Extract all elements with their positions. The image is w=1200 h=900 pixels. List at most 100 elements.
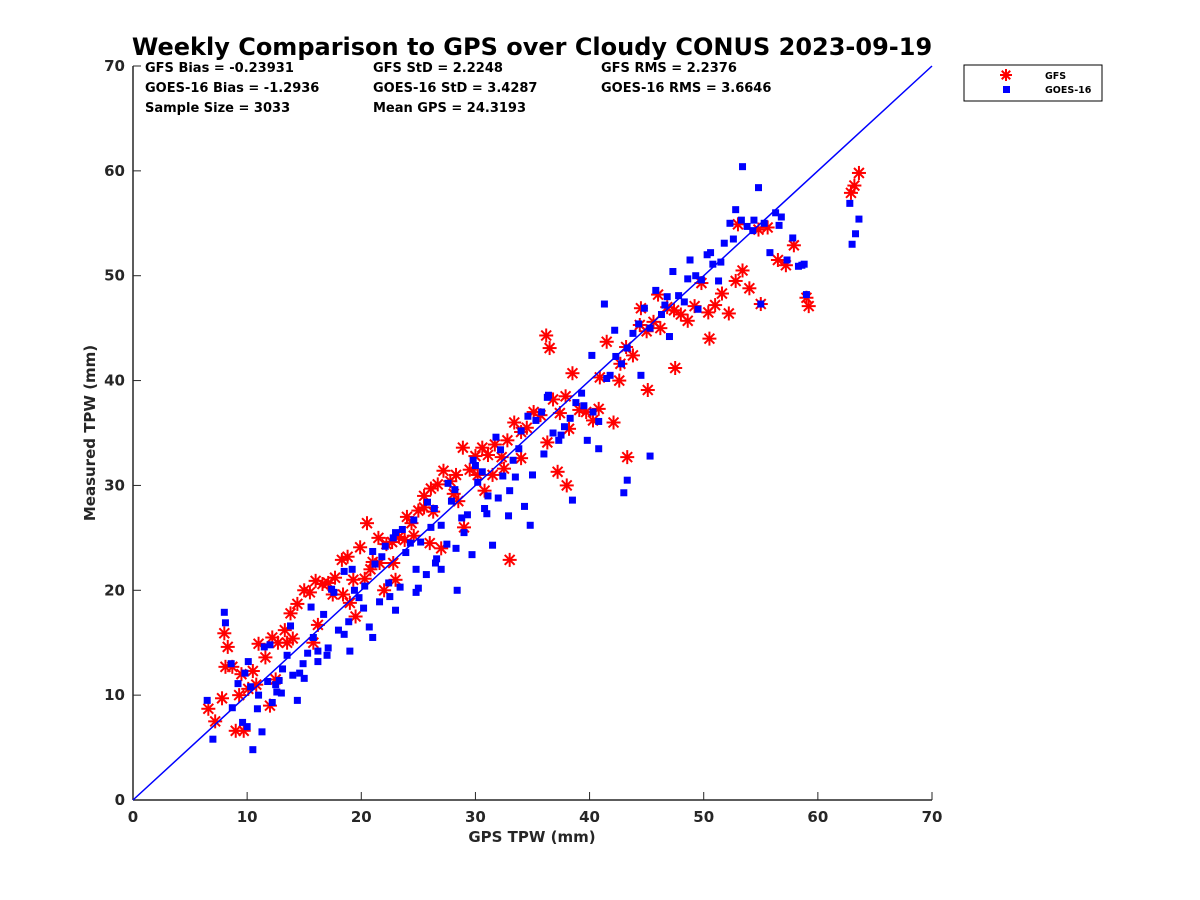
goes-16-point <box>669 268 677 276</box>
goes-16-point <box>540 450 548 458</box>
stat-goes-bias: GOES-16 Bias = -1.2936 <box>145 81 319 96</box>
stat-goes-rms: GOES-16 RMS = 3.6646 <box>601 81 771 96</box>
goes-16-point <box>684 275 692 283</box>
goes-16-point <box>526 521 534 529</box>
goes-16-point <box>396 583 404 591</box>
goes-16-point <box>249 746 257 754</box>
gfs-point <box>702 331 717 346</box>
goes-16-point <box>279 665 287 673</box>
goes-16-point <box>307 603 315 611</box>
gfs-point <box>215 691 230 706</box>
gfs-point <box>371 530 386 545</box>
goes-16-point <box>729 235 737 243</box>
goes-16-point <box>340 630 348 638</box>
gfs-point <box>708 298 723 313</box>
goes-16-point <box>595 445 603 453</box>
goes-16-point <box>757 300 765 308</box>
gfs-point <box>714 286 729 301</box>
goes-16-point <box>511 473 519 481</box>
goes-16-point <box>346 647 354 655</box>
stat-gfs-bias: GFS Bias = -0.23931 <box>145 61 294 76</box>
gfs-point <box>399 509 414 524</box>
goes-16-point <box>463 511 471 519</box>
goes-16-point <box>521 502 529 510</box>
y-axis-label: Measured TPW (mm) <box>81 345 99 521</box>
goes-16-point <box>277 689 285 697</box>
goes-16-point <box>469 456 477 464</box>
gfs-point <box>220 639 235 654</box>
goes-16-point <box>406 539 414 547</box>
gfs-point <box>668 360 683 375</box>
gfs-point <box>542 341 557 356</box>
one-to-one-line <box>132 65 933 801</box>
goes-16-point <box>544 391 552 399</box>
goes-16-point <box>447 497 455 505</box>
goes-16-point <box>423 498 431 506</box>
goes-16-point <box>266 641 274 649</box>
goes-16-point <box>629 329 637 337</box>
gfs-point <box>328 570 343 585</box>
goes-16-point <box>802 291 810 299</box>
goes-16-point <box>430 504 438 512</box>
goes-16-point <box>392 606 400 614</box>
goes-16-point <box>635 320 643 328</box>
goes-16-point <box>264 678 272 686</box>
goes-16-point <box>694 305 702 313</box>
goes-16-point <box>287 622 295 630</box>
gfs-point <box>480 448 495 463</box>
gfs-point <box>477 483 492 498</box>
goes-16-point <box>247 683 255 691</box>
chart-title: Weekly Comparison to GPS over Cloudy CON… <box>132 33 932 61</box>
goes-16-point <box>580 402 588 410</box>
goes-16-point <box>566 414 574 422</box>
y-tick-label: 30 <box>104 476 125 494</box>
gfs-point <box>475 440 490 455</box>
goes-16-point <box>314 647 322 655</box>
x-tick-label: 70 <box>922 808 943 826</box>
goes-16-point <box>253 705 261 713</box>
legend: GFS GOES-16 <box>963 64 1103 102</box>
gfs-series <box>201 165 866 738</box>
goes-16-point <box>268 698 276 706</box>
gfs-point <box>550 464 565 479</box>
gfs-point <box>539 328 554 343</box>
goes-16-point <box>692 272 700 280</box>
goes-16-point <box>707 249 715 257</box>
goes-16-point <box>572 399 580 407</box>
goes-16-point <box>494 494 502 502</box>
goes-16-point <box>209 735 217 743</box>
goes-16-point <box>755 184 763 192</box>
goes-16-point <box>273 688 281 696</box>
goes-16-point <box>360 604 368 612</box>
legend-gfs-label: GFS <box>1045 71 1066 82</box>
goes-16-point <box>365 623 373 631</box>
goes-16-point <box>499 472 507 480</box>
x-tick-label: 30 <box>465 808 486 826</box>
goes-16-point <box>603 374 611 382</box>
legend-gfs-asterisk <box>1000 69 1012 81</box>
goes-16-point <box>437 521 445 529</box>
goes-16-point <box>846 199 854 207</box>
goes-16-point <box>760 219 768 227</box>
goes-16-point <box>272 681 280 689</box>
goes-16-point <box>471 462 479 470</box>
x-axis-label: GPS TPW (mm) <box>468 828 595 846</box>
goes-16-point <box>443 540 451 548</box>
x-tick-label: 50 <box>693 808 714 826</box>
goes-16-point <box>243 723 251 731</box>
goes-16-point <box>369 547 377 555</box>
stat-mean-gps: Mean GPS = 24.3193 <box>373 101 526 116</box>
gfs-point <box>735 263 750 278</box>
gfs-point <box>851 165 866 180</box>
goes-16-point <box>381 542 389 550</box>
goes-16-point <box>560 423 568 431</box>
goes-16-point <box>588 351 596 359</box>
goes-16-point <box>532 416 540 424</box>
goes-16-point <box>410 516 418 524</box>
axes: 0 10 20 30 40 50 60 70 0 10 20 30 40 50 60 70 <box>104 57 942 826</box>
goes-16-point <box>324 644 332 652</box>
gfs-point <box>217 626 232 641</box>
goes-16-point <box>304 649 312 657</box>
y-tick-label: 0 <box>115 791 125 809</box>
goes-16-point <box>620 489 628 497</box>
